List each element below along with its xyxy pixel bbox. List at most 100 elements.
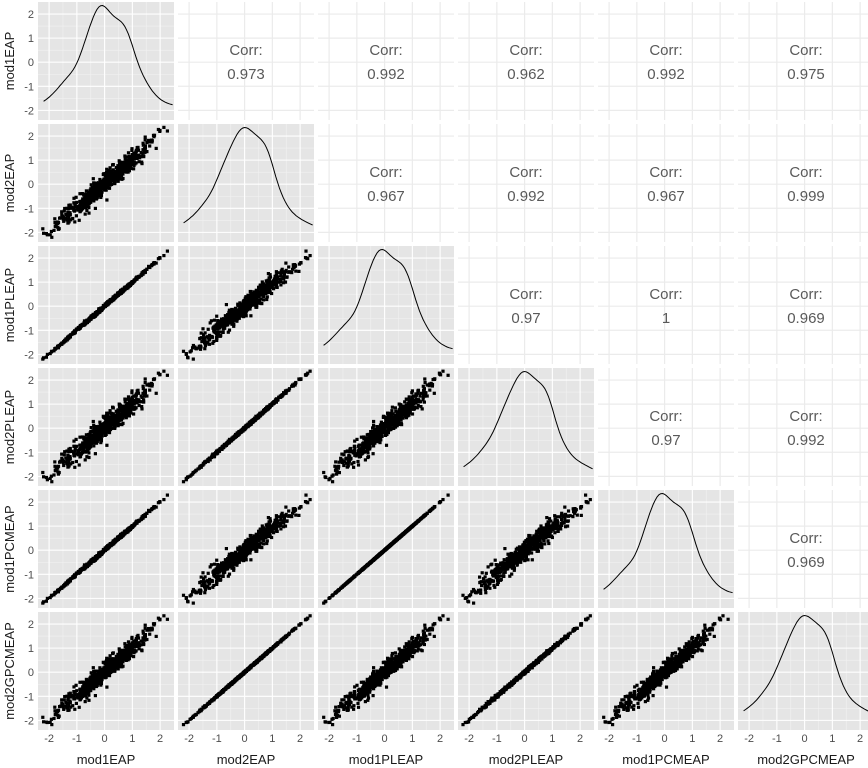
scatter-point [126, 395, 131, 399]
scatter-point [393, 406, 397, 410]
scatter-point [232, 566, 236, 571]
scatter-point [401, 416, 405, 420]
scatter-point [254, 288, 258, 292]
scatter-point [82, 201, 86, 206]
density-curve [183, 126, 313, 226]
scatter-point [408, 411, 412, 415]
scatter-point [206, 341, 210, 345]
scatter-point [215, 449, 219, 453]
scatter-point [85, 436, 89, 440]
scatter-point [69, 577, 73, 581]
scatter-point [113, 182, 117, 186]
scatter-point [270, 285, 274, 289]
scatter-point [191, 346, 195, 350]
scatter-point [98, 177, 102, 182]
scatter-point [209, 319, 213, 323]
scatter-point [53, 591, 57, 595]
scatter-point [104, 303, 108, 307]
scatter-point [421, 395, 425, 399]
panel-mod2EAP-mod2EAP [178, 124, 314, 242]
scatter-point [89, 430, 93, 434]
corr-value: 0.967 [367, 188, 405, 205]
scatter-point [221, 444, 225, 448]
corr-value: 0.992 [507, 188, 545, 205]
scatter-point [122, 410, 126, 414]
panel-mod1PLEAP-mod1PLEAP [318, 246, 454, 364]
scatter-point [134, 151, 138, 155]
scatter-point [93, 452, 97, 456]
scatter-point [410, 391, 414, 395]
scatter-point [219, 323, 223, 328]
scatter-point [352, 465, 356, 469]
scatter-point [162, 369, 166, 373]
scatter-point [116, 175, 120, 179]
scatter-point [230, 322, 234, 326]
scatter-point [279, 269, 283, 273]
scatter-point [380, 422, 384, 426]
panel-background [598, 2, 734, 120]
scatter-point [87, 318, 91, 323]
scatter-point [282, 516, 286, 520]
scatter-point [278, 271, 282, 275]
scatter-point [126, 170, 130, 174]
scatter-point [184, 476, 188, 480]
scatter-point [140, 405, 144, 409]
scatter-point [263, 408, 267, 412]
scatter-point [371, 426, 375, 430]
scatter-point [331, 480, 335, 484]
scatter-point [340, 460, 344, 465]
scatter-point [363, 449, 368, 453]
scatter-point [84, 449, 89, 453]
scatter-point [106, 178, 110, 182]
scatter-point [121, 172, 125, 176]
scatter-point [278, 279, 282, 283]
scatter-point [227, 328, 232, 332]
scatter-point [397, 414, 401, 418]
scatter-point [129, 407, 133, 411]
scatter-point [262, 298, 266, 302]
scatter-point [219, 447, 223, 451]
scatter-point [221, 330, 225, 334]
scatter-point [83, 212, 87, 216]
scatter-point [210, 335, 214, 339]
scatter-point [282, 272, 286, 276]
scatter-point [267, 532, 272, 536]
scatter-point [237, 316, 241, 320]
scatter-point [282, 519, 286, 523]
scatter-point [328, 476, 332, 480]
scatter-point [260, 288, 265, 292]
scatter-point [132, 167, 136, 171]
scatter-point [124, 286, 128, 290]
scatter-point [428, 388, 432, 392]
scatter-point [103, 181, 108, 185]
scatter-point [130, 147, 134, 151]
scatter-point [375, 434, 379, 438]
scatter-point [105, 198, 109, 202]
scatter-point [277, 280, 281, 284]
panel-mod2PLEAP-mod1PLEAP [318, 368, 454, 486]
scatter-point [339, 456, 343, 460]
scatter-point [299, 377, 303, 381]
scatter-point [226, 313, 230, 317]
scatter-point [420, 407, 424, 411]
scatter-point [287, 270, 291, 274]
scatter-point [257, 542, 261, 546]
scatter-point [91, 558, 95, 562]
scatter-point [226, 439, 230, 443]
scatter-point [287, 265, 291, 269]
scatter-point [104, 171, 109, 175]
scatter-point [129, 281, 133, 285]
scatter-point [58, 460, 62, 464]
panel-mod1EAP-mod1PCMEAP: Corr:0.992 [598, 2, 734, 120]
corr-value: 0.967 [647, 188, 685, 205]
scatter-point [56, 464, 61, 468]
scatter-point [233, 308, 237, 313]
scatter-point [58, 216, 62, 220]
scatter-point [379, 432, 383, 436]
scatter-point [384, 430, 388, 434]
scatter-point [191, 590, 195, 594]
scatter-point [395, 424, 399, 428]
scatter-point [362, 437, 366, 441]
scatter-point [348, 450, 352, 454]
scatter-point [198, 465, 202, 469]
